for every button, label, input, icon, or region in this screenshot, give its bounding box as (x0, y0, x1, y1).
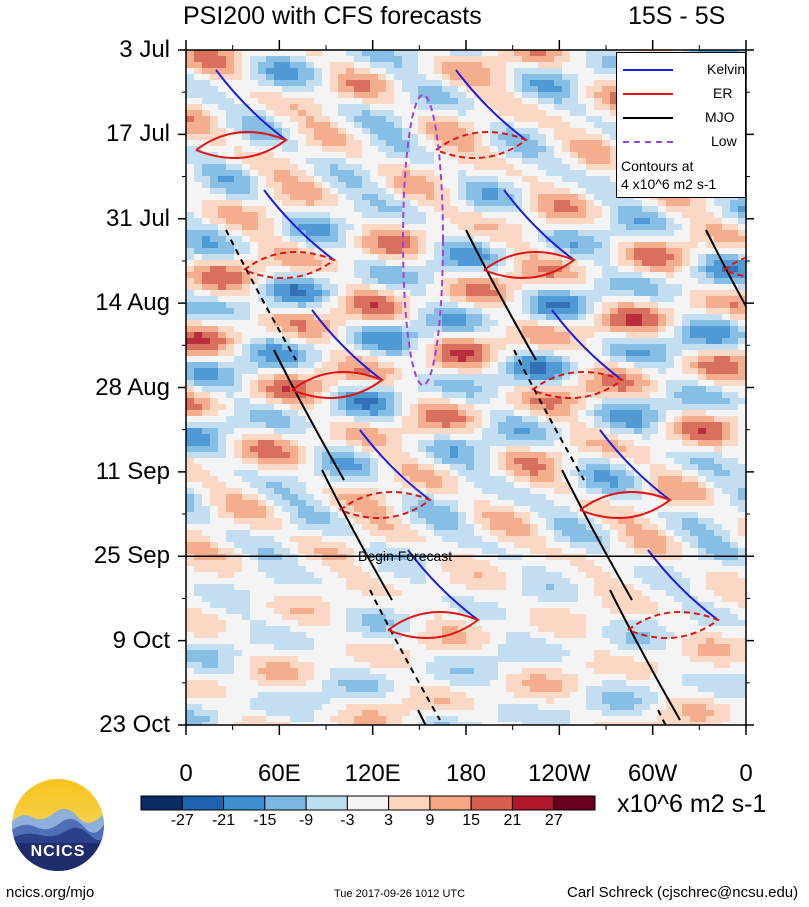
colorbar-label: -21 (211, 812, 236, 829)
x-tick-label: 60W (627, 760, 678, 787)
colorbar-swatch (346, 795, 390, 811)
colorbar-swatch (305, 795, 348, 811)
colorbar-swatch (511, 795, 555, 811)
forecast-label: Begin Forecast (358, 548, 453, 564)
colorbar-label: 15 (462, 812, 481, 829)
colorbar-swatch (553, 795, 596, 811)
colorbar-swatch (140, 795, 183, 811)
colorbar-swatch (470, 795, 513, 811)
y-tick-label: 11 Sep (95, 457, 170, 485)
colorbar-label: 27 (544, 812, 563, 829)
y-tick-label: 23 Oct (99, 711, 170, 738)
x-tick-label: 0 (179, 760, 193, 787)
colorbar-swatch (181, 795, 225, 811)
colorbar-label: -27 (170, 812, 194, 829)
colorbar-label: 9 (425, 812, 435, 829)
ncics-logo: NCICS (10, 777, 106, 873)
x-tick-label: 180 (445, 760, 487, 787)
colorbar-label: -3 (340, 812, 355, 829)
footer-site[interactable]: ncics.org/mjo (6, 884, 95, 901)
colorbar-swatch (264, 795, 307, 811)
x-tick-label: 120E (344, 760, 401, 787)
x-tick-label: 120W (527, 760, 591, 787)
colorbar-swatch (223, 795, 266, 811)
legend-entry-kelvin: Kelvin (617, 59, 745, 81)
y-tick-label: 14 Aug (95, 289, 170, 317)
x-tick-label: 60E (257, 760, 301, 787)
legend-entry-er: ER (617, 83, 745, 105)
logo-text: NCICS (30, 843, 86, 860)
footer-timestamp: Tue 2017-09-26 1012 UTC (334, 888, 466, 900)
footer-author: Carl Schreck (cjschrec@ncsu.edu) (567, 884, 799, 901)
chart-title: PSI200 with CFS forecasts (183, 2, 482, 30)
colorbar-units: x10^6 m2 s-1 (617, 790, 767, 818)
colorbar-label: -9 (298, 812, 314, 829)
legend-entry-mjo: MJO (617, 107, 745, 129)
colorbar-label: 3 (384, 812, 394, 829)
y-tick-label: 9 Oct (112, 626, 170, 654)
y-tick-label: 17 Jul (105, 120, 170, 148)
colorbar-label: -15 (253, 812, 277, 829)
colorbar-label: 21 (503, 812, 522, 829)
chart-subtitle: 15S - 5S (628, 2, 726, 30)
y-tick-label: 28 Aug (95, 373, 170, 401)
y-tick-label: 25 Sep (93, 542, 170, 570)
colorbar-swatch (429, 795, 472, 811)
legend-note: Contours at 4 x10^6 m2 s-1 (621, 158, 717, 192)
y-tick-label: 3 Jul (119, 36, 170, 63)
legend-entry-low: Low (617, 131, 745, 153)
y-tick-label: 31 Jul (105, 204, 170, 232)
legend: Kelvin ER MJO Low Contours at 4 x10^6 m2… (616, 52, 746, 198)
x-tick-label: 0 (739, 760, 753, 787)
colorbar-swatch (388, 795, 431, 811)
